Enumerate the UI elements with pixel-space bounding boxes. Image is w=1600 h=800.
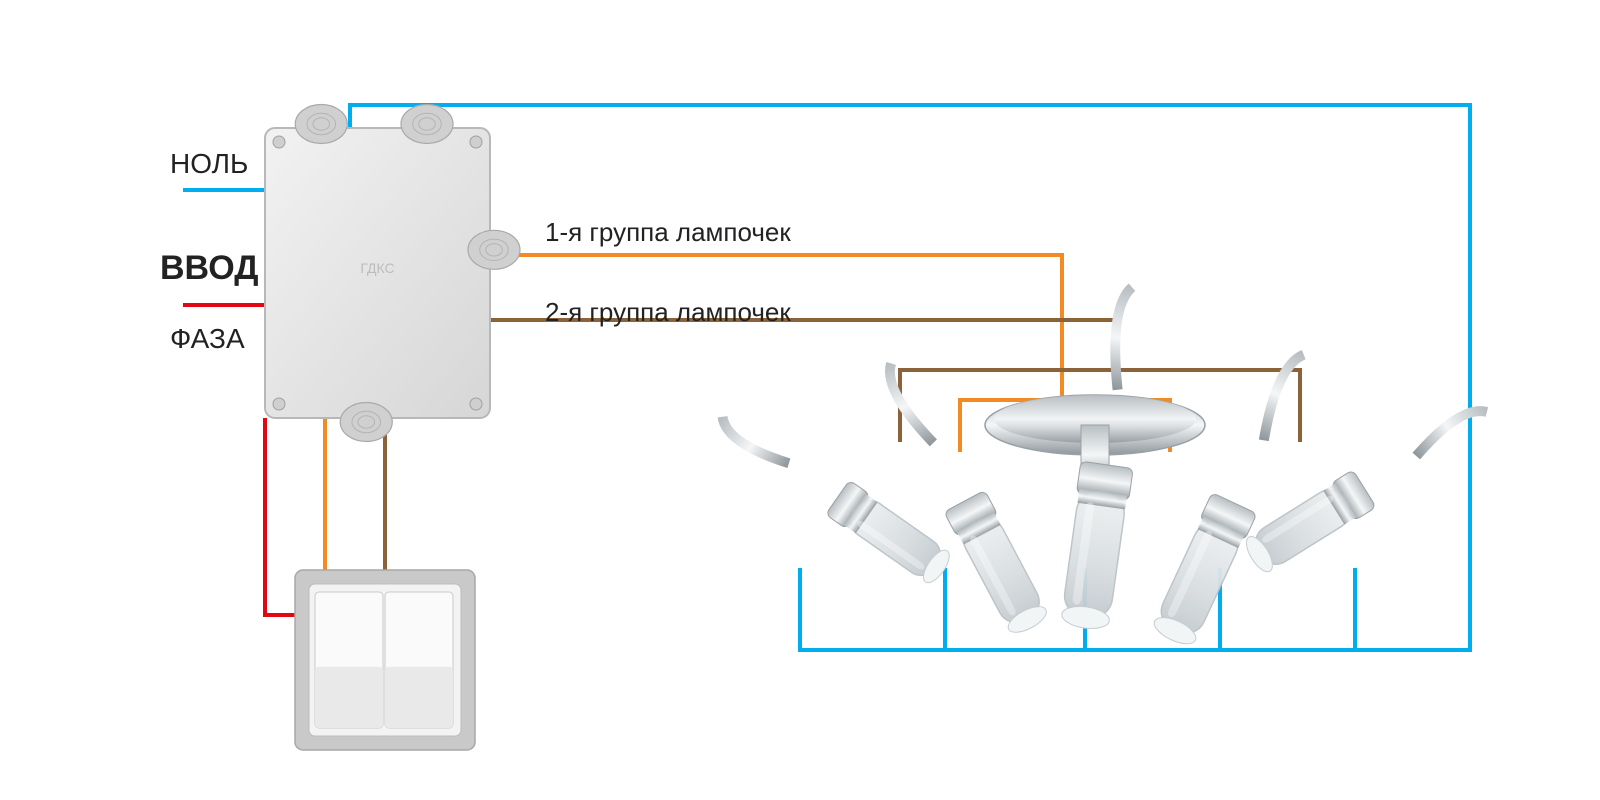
double-switch (295, 570, 475, 750)
label-phase: ФАЗА (170, 323, 245, 354)
lamp-5 (1240, 393, 1498, 577)
lamp-2 (871, 353, 1052, 639)
wire-brown-main (490, 320, 1115, 370)
junction-box: ГДКС (265, 105, 520, 442)
wire-orange-main (490, 255, 1062, 400)
label-input: ВВОД (160, 249, 258, 287)
label-neutral: НОЛЬ (170, 148, 248, 179)
svg-text:ГДКС: ГДКС (360, 260, 394, 276)
chandelier (711, 284, 1499, 651)
label-group1: 1-я группа лампочек (545, 217, 791, 247)
label-group2: 2-я группа лампочек (545, 297, 791, 327)
wiring-diagram: ГДКС НОЛЬ ВВОД ФАЗА 1-я группа лампочек 2-я г… (0, 0, 1600, 800)
